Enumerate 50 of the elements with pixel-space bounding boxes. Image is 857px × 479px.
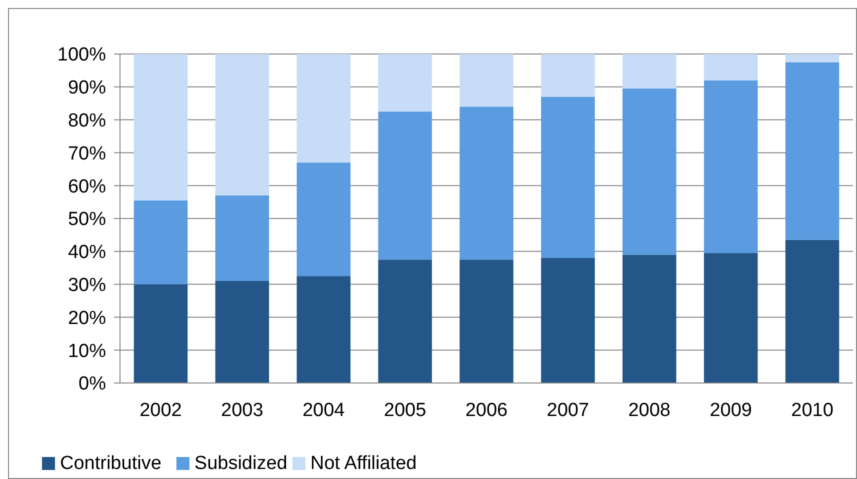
bar	[378, 54, 432, 112]
bar	[785, 54, 840, 62]
bar	[460, 106, 514, 260]
bar	[785, 240, 840, 383]
y-tick-label: 90%	[68, 78, 106, 99]
bar	[215, 195, 270, 282]
bar	[215, 54, 270, 196]
y-tick-label: 100%	[57, 44, 106, 66]
bar	[785, 62, 840, 240]
bar	[215, 281, 270, 383]
y-tick-label: 60%	[68, 176, 106, 198]
bar	[622, 54, 676, 89]
y-tick-label: 40%	[68, 242, 106, 264]
bar	[704, 80, 758, 254]
bar	[704, 253, 758, 383]
bar	[378, 112, 432, 260]
bar	[541, 96, 595, 258]
bar	[296, 162, 350, 276]
bar	[134, 284, 188, 383]
x-tick-label: 2002	[140, 400, 182, 421]
bar	[460, 260, 514, 383]
y-tick-label: 50%	[68, 209, 106, 230]
bar	[134, 54, 188, 200]
y-tick-label: 80%	[68, 110, 106, 132]
bar	[460, 54, 514, 107]
bar	[704, 54, 758, 80]
y-tick-label: 0%	[78, 374, 106, 395]
bar	[622, 254, 676, 383]
y-tick-label: 10%	[68, 340, 106, 362]
x-tick-label: 2009	[710, 400, 752, 421]
bar	[134, 200, 188, 284]
bar	[296, 54, 350, 163]
x-tick-label: 2005	[384, 400, 426, 421]
x-tick-label: 2008	[628, 400, 671, 421]
bar	[378, 260, 432, 383]
bar	[296, 276, 350, 383]
bar	[541, 258, 595, 383]
legend-label: Contributive	[60, 453, 162, 474]
y-tick-label: 30%	[68, 274, 106, 296]
legend-label: Subsidized	[194, 453, 288, 474]
bar	[622, 88, 676, 255]
x-tick-label: 2006	[465, 400, 508, 421]
legend-label: Not Affiliated	[310, 453, 417, 474]
bar	[541, 54, 595, 97]
x-tick-label: 2007	[546, 400, 590, 421]
y-tick-label: 20%	[68, 308, 106, 329]
x-tick-label: 2010	[791, 400, 834, 421]
x-tick-label: 2003	[221, 400, 264, 421]
y-tick-label: 70%	[68, 143, 106, 164]
x-tick-label: 2004	[302, 400, 346, 421]
